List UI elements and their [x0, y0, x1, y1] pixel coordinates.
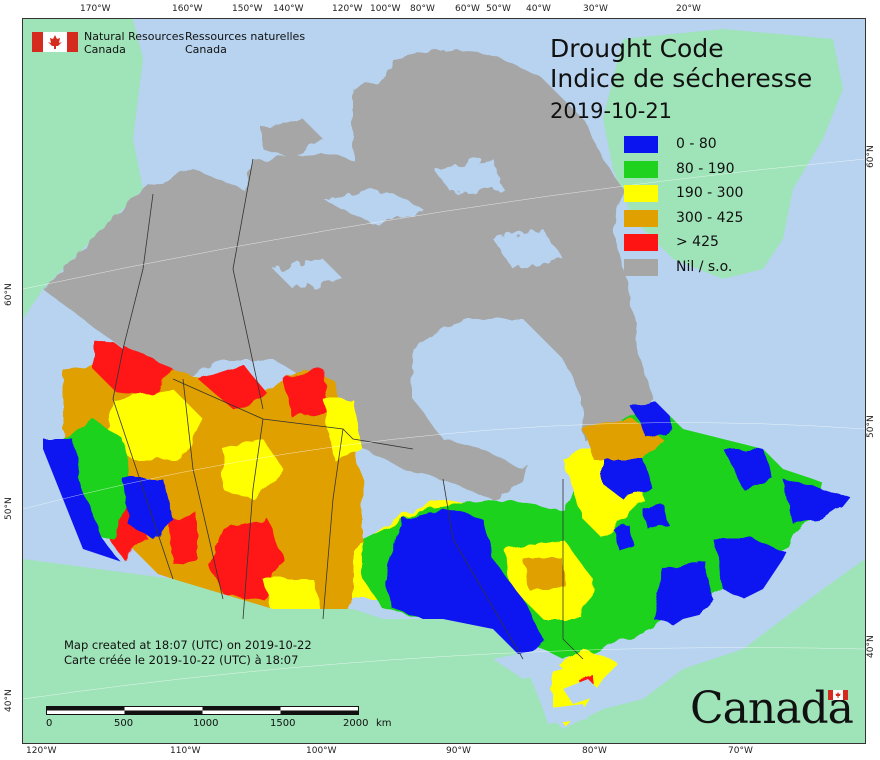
latitude-label: 50°N	[4, 497, 14, 520]
longitude-label: 60°W	[455, 4, 480, 14]
foreign-land	[23, 19, 865, 743]
agency-name-en: Natural Resources Canada	[84, 30, 184, 56]
credit-fr: Carte créée le 2019-10-22 (UTC) à 18:07	[64, 653, 299, 667]
longitude-label: 100°W	[370, 4, 401, 14]
scale-bar-unit: km	[376, 718, 392, 729]
wordmark-text: Canada	[690, 683, 854, 734]
longitude-label: 20°W	[676, 4, 701, 14]
wordmark-flag-icon	[828, 690, 848, 700]
longitude-label: 140°W	[273, 4, 304, 14]
canada-wordmark: Canada	[690, 683, 854, 734]
legend-label: > 425	[676, 234, 719, 250]
legend-label: 190 - 300	[676, 185, 744, 201]
great-lakes	[493, 649, 603, 724]
latitude-label: 60°N	[866, 145, 876, 168]
agency-en-line2: Canada	[84, 43, 126, 56]
scale-bar-tick-label: 1000	[193, 718, 219, 729]
longitude-label: 120°W	[332, 4, 363, 14]
agency-name-fr: Ressources naturelles Canada	[185, 30, 305, 56]
legend-swatch	[624, 258, 658, 276]
agency-fr-line1: Ressources naturelles	[185, 30, 306, 43]
scale-bar-tick-label: 2000	[343, 718, 369, 729]
latitude-label: 60°N	[4, 283, 14, 306]
title-fr: Indice de sécheresse	[550, 64, 813, 93]
latitude-label: 50°N	[866, 415, 876, 438]
legend-label: 300 - 425	[676, 209, 744, 226]
scale-bar-tick-label: 0	[46, 718, 53, 729]
longitude-label: 70°W	[728, 746, 753, 756]
longitude-label: 50°W	[486, 4, 511, 14]
hudson-bay	[413, 319, 583, 469]
longitude-label: 110°W	[170, 746, 201, 756]
longitude-label: 40°W	[526, 4, 551, 14]
legend-label: Nil / s.o.	[676, 258, 733, 275]
map-credit: Map created at 18:07 (UTC) on 2019-10-22…	[64, 638, 312, 668]
longitude-label: 30°W	[583, 4, 608, 14]
credit-en: Map created at 18:07 (UTC) on 2019-10-22	[64, 638, 312, 652]
legend-swatch	[624, 234, 658, 251]
longitude-label: 80°W	[410, 4, 435, 14]
graticule	[23, 158, 865, 700]
longitude-label: 90°W	[446, 746, 471, 756]
title-en: Drought Code	[550, 34, 724, 63]
longitude-label: 120°W	[26, 746, 57, 756]
scale-bar-tick-label: 1500	[270, 718, 296, 729]
legend-swatch	[624, 136, 658, 153]
legend-label: 0 - 80	[676, 136, 717, 152]
longitude-label: 150°W	[232, 4, 263, 14]
latitude-label: 40°N	[4, 689, 14, 712]
legend-swatch	[624, 209, 658, 227]
drought-fills	[43, 339, 853, 729]
latitude-label: 40°N	[866, 635, 876, 658]
agency-en-line1: Natural Resources	[84, 30, 185, 43]
arctic-channels	[273, 159, 563, 289]
legend-swatch	[624, 160, 658, 178]
longitude-label: 160°W	[172, 4, 203, 14]
scale-bar-tick-label: 500	[114, 718, 134, 729]
agency-fr-line2: Canada	[185, 43, 227, 56]
longitude-label: 80°W	[582, 746, 607, 756]
map-title: Drought Code Indice de sécheresse 2019-1…	[550, 34, 812, 126]
scale-bar: 0 500 1000 1500 2000 km	[46, 704, 392, 734]
legend-label: 80 - 190	[676, 160, 735, 177]
map-date: 2019-10-21	[550, 99, 673, 123]
map-canvas	[23, 19, 865, 743]
province-boundaries	[112, 158, 584, 660]
legend-swatch	[624, 185, 658, 202]
scale-bar-graphic	[46, 706, 359, 715]
map-panel	[22, 18, 866, 744]
longitude-label: 100°W	[306, 746, 337, 756]
canada-flag-icon	[32, 32, 78, 52]
longitude-label: 170°W	[80, 4, 111, 14]
